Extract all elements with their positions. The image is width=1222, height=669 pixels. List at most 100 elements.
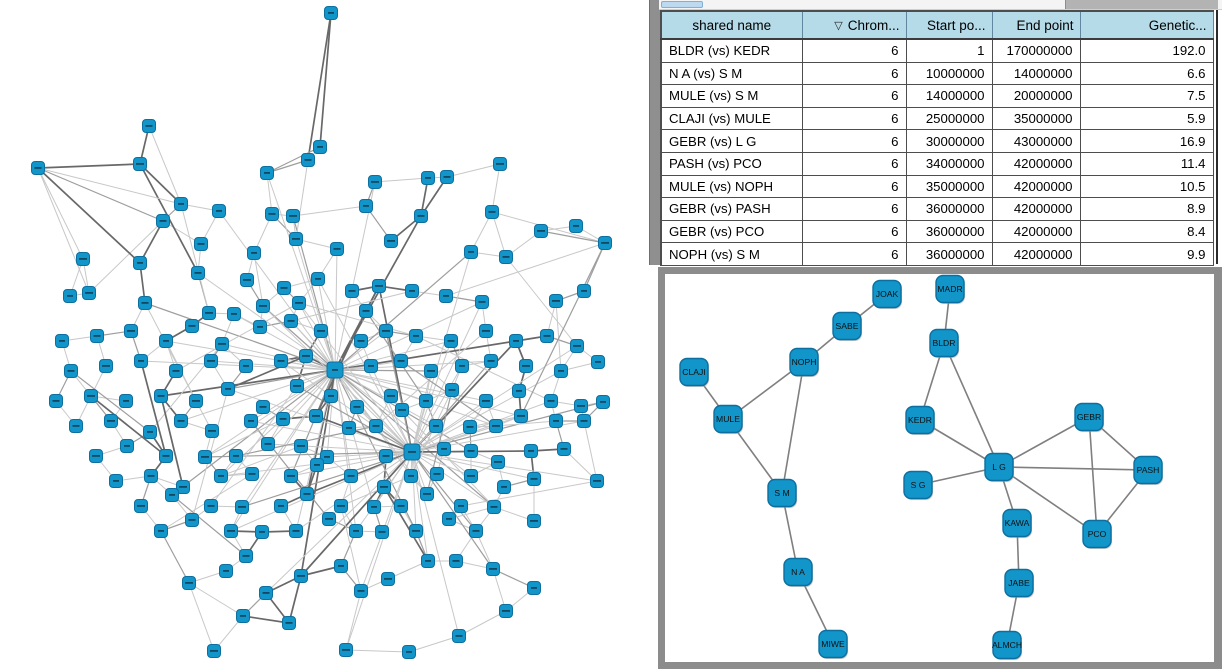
network-node[interactable] <box>394 499 408 513</box>
column-header-chrom[interactable]: ▽ Chrom... <box>801 10 907 40</box>
network-node[interactable] <box>176 480 190 494</box>
network-node[interactable] <box>286 209 300 223</box>
network-node[interactable] <box>339 643 353 657</box>
table-cell[interactable]: 6 <box>801 61 907 86</box>
network-node[interactable] <box>253 320 267 334</box>
network-node[interactable] <box>292 296 306 310</box>
network-node[interactable] <box>344 469 358 483</box>
network-node[interactable] <box>479 324 493 338</box>
network-node[interactable] <box>240 273 254 287</box>
network-node[interactable] <box>452 629 466 643</box>
network-node[interactable] <box>189 394 203 408</box>
table-cell[interactable]: 43000000 <box>991 129 1081 153</box>
network-node[interactable] <box>134 499 148 513</box>
table-cell[interactable]: 8.9 <box>1079 197 1214 221</box>
network-edge-GEBR-PCO[interactable] <box>1088 416 1098 535</box>
table-cell[interactable]: 192.0 <box>1079 38 1214 63</box>
network-node[interactable] <box>574 399 588 413</box>
table-cell[interactable]: 7.5 <box>1079 84 1214 108</box>
network-node[interactable] <box>239 549 253 563</box>
network-node[interactable] <box>591 355 605 369</box>
network-node[interactable] <box>194 237 208 251</box>
network-node[interactable] <box>596 395 610 409</box>
network-node[interactable] <box>154 389 168 403</box>
network-node[interactable] <box>322 512 336 526</box>
table-cell[interactable]: 35000000 <box>905 174 993 199</box>
network-node[interactable] <box>330 242 344 256</box>
network-node[interactable] <box>82 286 96 300</box>
table-cell[interactable]: 1 <box>905 38 993 63</box>
network-edge-GEBR-LG[interactable] <box>998 416 1090 468</box>
table-cell[interactable]: 14000000 <box>991 61 1081 86</box>
network-node-lg[interactable]: L G <box>984 452 1014 483</box>
network-node[interactable] <box>403 443 421 461</box>
network-node[interactable] <box>440 170 454 184</box>
table-cell[interactable]: 11.4 <box>1079 151 1214 176</box>
network-node[interactable] <box>469 524 483 538</box>
network-node[interactable] <box>284 314 298 328</box>
table-cell[interactable]: BLDR (vs) KEDR <box>660 38 803 63</box>
network-node-kedr[interactable]: KEDR <box>905 405 935 436</box>
network-node[interactable] <box>174 197 188 211</box>
network-node[interactable] <box>265 207 279 221</box>
network-node[interactable] <box>419 394 433 408</box>
network-node[interactable] <box>445 383 459 397</box>
network-node[interactable] <box>354 334 368 348</box>
network-node[interactable] <box>274 499 288 513</box>
table-cell[interactable]: 9.9 <box>1079 242 1214 266</box>
network-node[interactable] <box>289 232 303 246</box>
network-node[interactable] <box>394 354 408 368</box>
network-node[interactable] <box>384 389 398 403</box>
network-node[interactable] <box>405 284 419 298</box>
network-node-miwe[interactable]: MIWE <box>818 629 848 660</box>
network-node[interactable] <box>245 467 259 481</box>
network-node[interactable] <box>84 389 98 403</box>
network-node[interactable] <box>519 359 533 373</box>
network-node[interactable] <box>463 420 477 434</box>
network-node[interactable] <box>326 361 344 379</box>
network-node[interactable] <box>277 281 291 295</box>
network-node[interactable] <box>487 500 501 514</box>
network-node[interactable] <box>174 414 188 428</box>
network-node[interactable] <box>444 334 458 348</box>
table-cell[interactable]: 42000000 <box>991 174 1081 199</box>
table-cell[interactable]: 6 <box>801 242 907 266</box>
network-node[interactable] <box>120 439 134 453</box>
table-cell[interactable]: 36000000 <box>905 242 993 266</box>
network-node[interactable] <box>527 514 541 528</box>
network-node[interactable] <box>227 307 241 321</box>
network-node[interactable] <box>334 559 348 573</box>
network-node[interactable] <box>598 236 612 250</box>
table-row[interactable]: N A (vs) S M 6 10000000 14000000 6.6 <box>660 61 1214 86</box>
filter-icon[interactable]: ▽ <box>834 19 843 32</box>
network-node[interactable] <box>236 609 250 623</box>
main-network-panel[interactable] <box>0 0 649 669</box>
network-node[interactable] <box>324 6 338 20</box>
network-node[interactable] <box>205 424 219 438</box>
column-header-sharedname[interactable]: shared name <box>660 10 803 40</box>
network-node[interactable] <box>207 644 221 658</box>
network-edge-BLDR-LG[interactable] <box>943 342 1000 468</box>
network-node-mule[interactable]: MULE <box>713 404 743 435</box>
network-node[interactable] <box>554 364 568 378</box>
network-node[interactable] <box>159 334 173 348</box>
network-node[interactable] <box>290 379 304 393</box>
network-node[interactable] <box>491 455 505 469</box>
table-cell[interactable]: 10.5 <box>1079 174 1214 199</box>
table-row[interactable]: MULE (vs) NOPH 6 35000000 42000000 10.5 <box>660 174 1214 199</box>
column-header-endpoint[interactable]: End point <box>991 10 1081 40</box>
network-node[interactable] <box>165 488 179 502</box>
network-node[interactable] <box>300 487 314 501</box>
table-row[interactable]: GEBR (vs) PASH 6 36000000 42000000 8.9 <box>660 197 1214 221</box>
secondary-network-canvas[interactable]: JOAK SABE MADR BLDR NOPH CLAJI MULE KEDR GEBR L G… <box>665 274 1214 662</box>
network-node[interactable] <box>310 458 324 472</box>
network-node[interactable] <box>493 157 507 171</box>
network-node[interactable] <box>309 409 323 423</box>
network-node-pash[interactable]: PASH <box>1133 455 1163 486</box>
network-node[interactable] <box>420 487 434 501</box>
network-node[interactable] <box>221 382 235 396</box>
table-cell[interactable]: 8.4 <box>1079 219 1214 244</box>
table-cell[interactable]: 42000000 <box>991 242 1081 266</box>
network-node[interactable] <box>169 364 183 378</box>
network-edge-LG-PASH[interactable] <box>998 466 1149 471</box>
